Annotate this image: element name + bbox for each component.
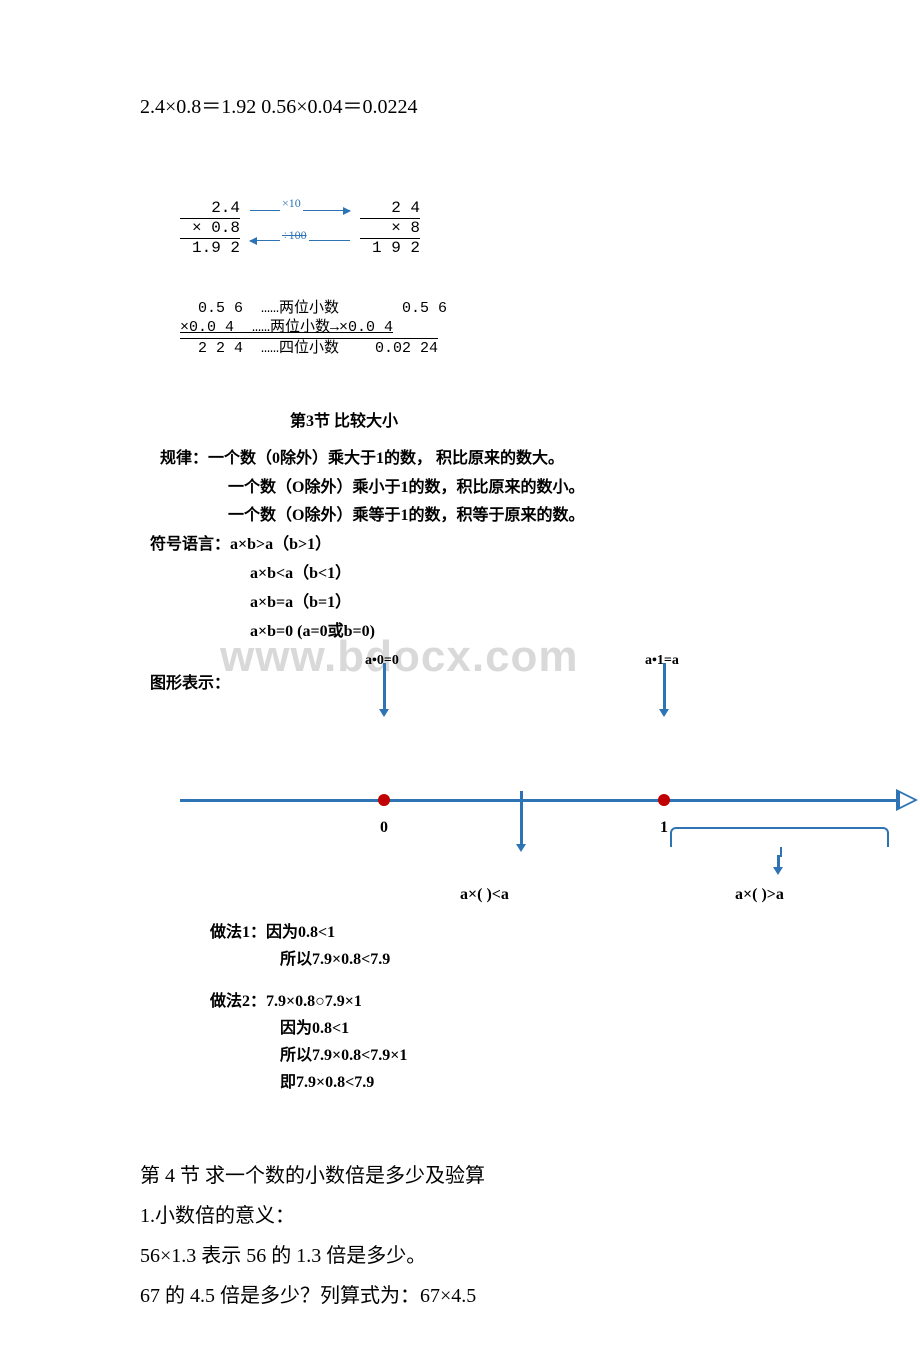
sec4-p2: 56×1.3 表示 56 的 1.3 倍是多少。 <box>140 1236 780 1276</box>
calc1-left-r: 1.9 2 <box>180 238 240 258</box>
method1-line1: 做法1：因为0.8<1 <box>210 919 780 946</box>
range-lt: a×( )<a <box>460 881 509 910</box>
arrow-bot-label: ÷100 <box>280 228 309 243</box>
sec3-sym3: a×b=a（b=1） <box>250 589 780 618</box>
varrow-0-icon <box>379 709 389 717</box>
mid-varrow-icon <box>516 844 526 852</box>
range-gt: a×( )>a <box>735 881 784 910</box>
calc1-right-r: 1 9 2 <box>360 238 420 258</box>
sec4-title: 第 4 节 求一个数的小数倍是多少及验算 <box>140 1156 780 1196</box>
sec3-sym1: 符号语言：a×b>a（b>1） <box>150 531 780 560</box>
equation-line: 2.4×0.8＝1.92 0.56×0.04＝0.0224 <box>140 90 780 119</box>
method2-line1: 做法2：7.9×0.8○7.9×1 <box>210 988 780 1015</box>
method2-line4: 即7.9×0.8<7.9 <box>280 1069 780 1096</box>
calc1-right-a: 2 4 <box>360 199 420 218</box>
brace-right <box>670 827 889 847</box>
document-page: 2.4×0.8＝1.92 0.56×0.04＝0.0224 2.4 × 0.8 … <box>0 0 920 1356</box>
number-line-diagram: 0 1 a×( )<a a×( )>a <box>130 709 910 909</box>
axis-arrowhead-inner <box>900 793 914 807</box>
axis-label-0: 0 <box>380 814 388 843</box>
calc1-right-b: × 8 <box>360 218 420 238</box>
methods: 做法1：因为0.8<1 所以7.9×0.8<7.9 做法2：7.9×0.8○7.… <box>210 919 780 1096</box>
calc1-left-a: 2.4 <box>180 199 240 218</box>
section-4: 第 4 节 求一个数的小数倍是多少及验算 1.小数倍的意义： 56×1.3 表示… <box>140 1156 780 1316</box>
varrow-1-icon <box>659 709 669 717</box>
dot-zero <box>378 794 390 806</box>
vline-1 <box>663 663 666 709</box>
sec3-rule2: 一个数（O除外）乘小于1的数，积比原来的数小。 <box>228 474 780 503</box>
tick-mid <box>520 791 523 810</box>
method2-line3: 所以7.9×0.8<7.9×1 <box>280 1042 780 1069</box>
sec3-rule1: 规律：一个数（0除外）乘大于1的数， 积比原来的数大。 <box>160 445 780 474</box>
section-3: 第3节 比较大小 规律：一个数（0除外）乘大于1的数， 积比原来的数大。 一个数… <box>150 408 780 1096</box>
sec3-rule3: 一个数（O除外）乘等于1的数，积等于原来的数。 <box>228 502 780 531</box>
calc1-left-b: × 0.8 <box>180 218 240 238</box>
method1-line2: 所以7.9×0.8<7.9 <box>280 946 780 973</box>
label-a0: a•0=0 <box>365 648 399 673</box>
sec3-title: 第3节 比较大小 <box>290 408 780 437</box>
brace-right-stem <box>777 855 780 867</box>
sec3-sym2: a×b<a（b<1） <box>250 560 780 589</box>
calc2-l1: 0.5 6 ……两位小数 0.5 6 <box>180 299 780 319</box>
calc2-l3: 2 2 4 ……四位小数 0.02 24 <box>180 338 780 359</box>
mid-vline <box>520 809 523 844</box>
vertical-calc-2: 0.5 6 ……两位小数 0.5 6 ×0.0 4 ……两位小数→×0.0 4 … <box>180 299 780 359</box>
label-a1: a•1=a <box>645 648 679 673</box>
calc2-l2: ×0.0 4 ……两位小数→×0.0 4 <box>180 318 780 338</box>
arrow-top-label: ×10 <box>280 196 303 211</box>
number-line-axis <box>180 799 910 802</box>
dot-one <box>658 794 670 806</box>
axis-label-1: 1 <box>660 814 668 843</box>
sec4-p3: 67 的 4.5 倍是多少？列算式为：67×4.5 <box>140 1276 780 1316</box>
brace-right-arrow-icon <box>773 867 783 875</box>
sec3-sym4: a×b=0 (a=0或b=0) <box>250 618 780 647</box>
sec4-p1: 1.小数倍的意义： <box>140 1196 780 1236</box>
graph-label: 图形表示： <box>150 670 780 699</box>
vertical-calc-1: 2.4 × 0.8 1.9 2 ×10 ÷100 2 4 × 8 1 9 2 <box>180 199 780 259</box>
vline-0 <box>383 663 386 709</box>
method2-line2: 因为0.8<1 <box>280 1015 780 1042</box>
